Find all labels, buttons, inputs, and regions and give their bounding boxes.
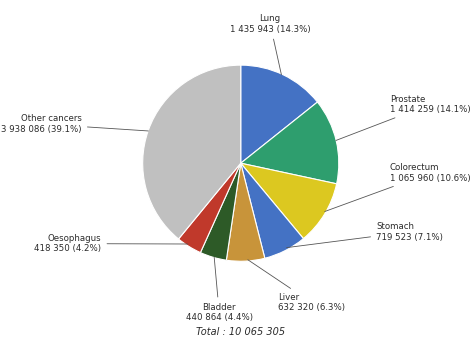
Wedge shape bbox=[226, 163, 265, 261]
Wedge shape bbox=[143, 65, 241, 239]
Wedge shape bbox=[241, 102, 339, 184]
Wedge shape bbox=[179, 163, 241, 253]
Text: Liver
632 320 (6.3%): Liver 632 320 (6.3%) bbox=[248, 260, 345, 312]
Text: Colorectum
1 065 960 (10.6%): Colorectum 1 065 960 (10.6%) bbox=[325, 163, 470, 211]
Text: Oesophagus
418 350 (4.2%): Oesophagus 418 350 (4.2%) bbox=[35, 234, 188, 253]
Text: Lung
1 435 943 (14.3%): Lung 1 435 943 (14.3%) bbox=[230, 14, 310, 75]
Wedge shape bbox=[241, 163, 303, 258]
Text: Stomach
719 523 (7.1%): Stomach 719 523 (7.1%) bbox=[287, 222, 443, 248]
Text: Prostate
1 414 259 (14.1%): Prostate 1 414 259 (14.1%) bbox=[336, 95, 470, 140]
Wedge shape bbox=[241, 65, 318, 163]
Text: Other cancers
3 938 086 (39.1%): Other cancers 3 938 086 (39.1%) bbox=[1, 114, 148, 134]
Text: Bladder
440 864 (4.4%): Bladder 440 864 (4.4%) bbox=[186, 257, 253, 322]
Wedge shape bbox=[201, 163, 241, 260]
Text: Total : 10 065 305: Total : 10 065 305 bbox=[196, 327, 285, 337]
Wedge shape bbox=[241, 163, 337, 239]
